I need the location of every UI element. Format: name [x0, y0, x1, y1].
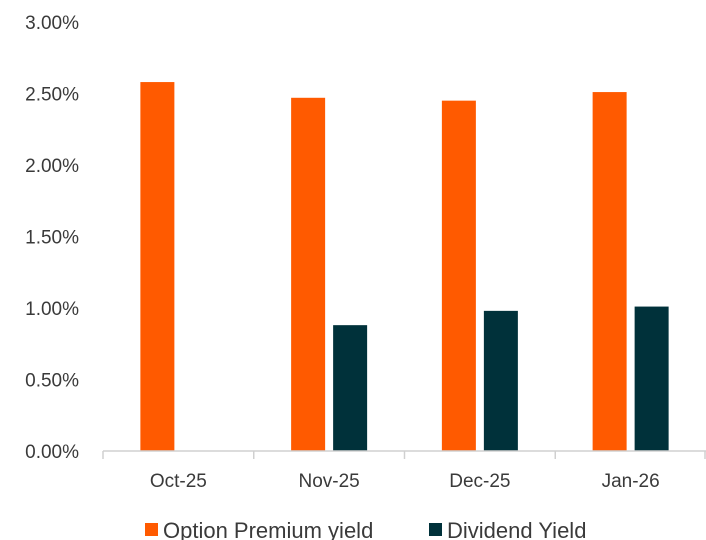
legend-label: Dividend Yield	[447, 518, 586, 540]
y-tick-label: 0.00%	[25, 442, 79, 463]
legend-swatch	[145, 523, 158, 536]
bar-option-premium-yield-jan-26	[592, 92, 627, 451]
bar-option-premium-yield-dec-25	[441, 100, 476, 452]
bar-dividend-yield-dec-25	[483, 310, 518, 451]
y-axis: 0.00% 0.50% 1.00% 1.50% 2.00% 2.50% 3.00%	[25, 13, 79, 463]
x-tick-label: Oct-25	[150, 471, 207, 492]
bar-option-premium-yield-oct-25	[140, 82, 175, 451]
legend-swatch	[429, 523, 442, 536]
x-tick-label: Dec-25	[449, 471, 510, 492]
x-tick-label: Jan-26	[602, 471, 660, 492]
bars	[140, 82, 669, 452]
x-tick-label: Nov-25	[299, 471, 360, 492]
y-tick-label: 0.50%	[25, 371, 79, 392]
legend: Option Premium yield Dividend Yield	[145, 518, 586, 540]
y-tick-label: 2.50%	[25, 85, 79, 106]
bar-option-premium-yield-nov-25	[291, 97, 326, 451]
y-tick-label: 1.00%	[25, 299, 79, 320]
x-axis: Oct-25 Nov-25 Dec-25 Jan-26	[102, 450, 706, 492]
bar-dividend-yield-nov-25	[333, 325, 368, 451]
y-tick-label: 3.00%	[25, 13, 79, 34]
bar-dividend-yield-jan-26	[634, 306, 669, 451]
y-tick-label: 2.00%	[25, 156, 79, 177]
y-tick-label: 1.50%	[25, 228, 79, 249]
legend-label: Option Premium yield	[163, 518, 373, 540]
